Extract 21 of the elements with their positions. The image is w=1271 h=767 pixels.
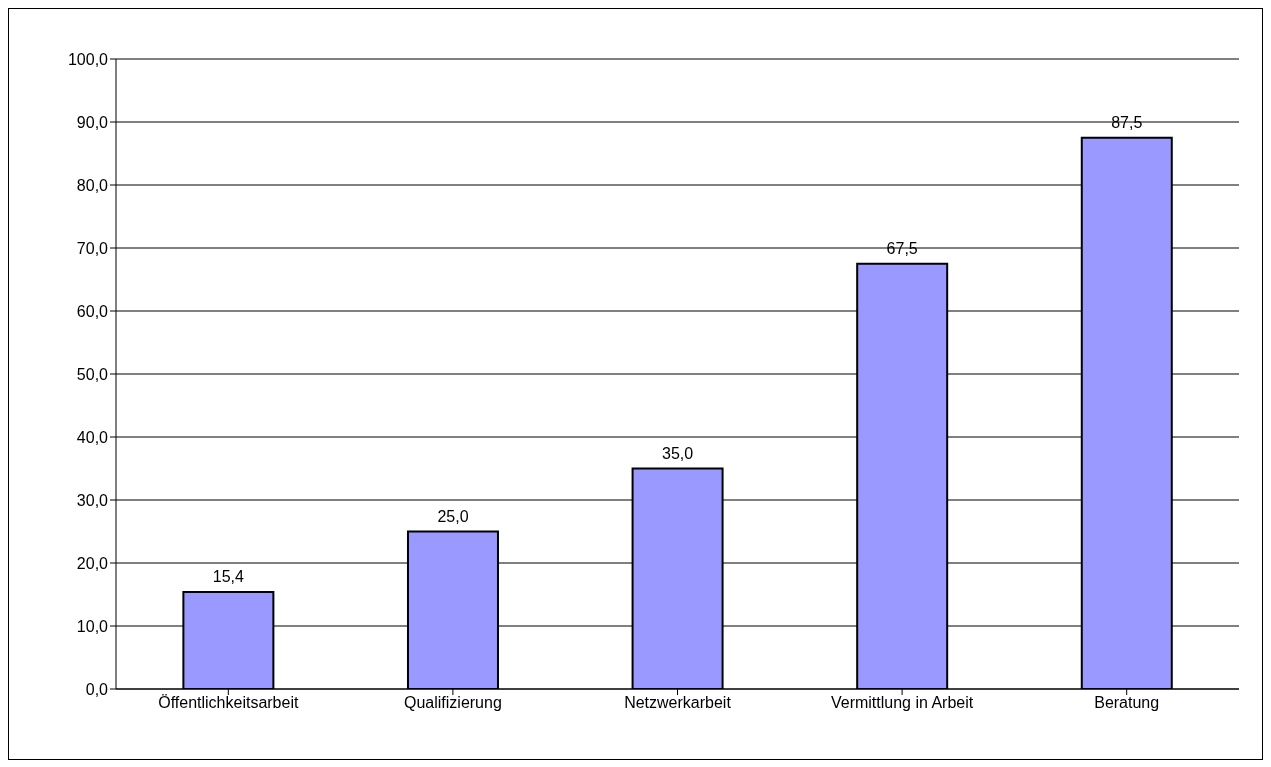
y-tick-label: 0,0 xyxy=(85,680,109,698)
x-tick-label: Beratung xyxy=(1094,694,1160,712)
x-tick-label: Öffentlichkeitsarbeit xyxy=(158,694,299,712)
y-tick-label: 50,0 xyxy=(76,365,109,383)
y-tick-label: 10,0 xyxy=(76,617,109,635)
y-tick-label: 60,0 xyxy=(76,302,109,320)
x-tick-label: Netzwerkarbeit xyxy=(624,694,732,712)
data-label: 15,4 xyxy=(212,567,245,585)
y-tick-label: 80,0 xyxy=(76,176,109,194)
y-tick-label: 30,0 xyxy=(76,491,109,509)
y-tick-label: 90,0 xyxy=(76,113,109,131)
x-tick-label: Vermittlung in Arbeit xyxy=(830,694,974,712)
x-tick-label: Qualifizierung xyxy=(403,694,502,712)
y-tick-label: 20,0 xyxy=(76,554,109,572)
data-label: 35,0 xyxy=(662,444,694,462)
data-label: 87,5 xyxy=(1111,113,1143,131)
y-tick-label: 70,0 xyxy=(76,239,109,257)
data-label: 67,5 xyxy=(886,239,918,257)
y-tick-label: 100,0 xyxy=(67,50,109,68)
data-label: 25,0 xyxy=(437,507,469,525)
y-tick-label: 40,0 xyxy=(76,428,109,446)
